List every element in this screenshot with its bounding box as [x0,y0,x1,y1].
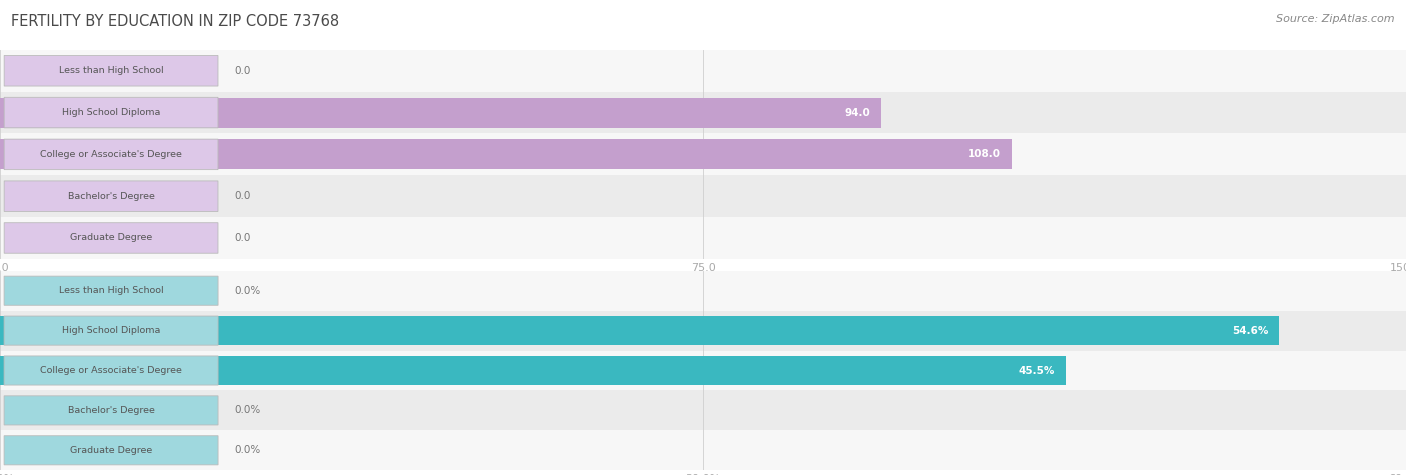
Bar [0,430,1406,470]
Text: 0.0: 0.0 [235,233,252,243]
Bar [0,139,1012,170]
Text: FERTILITY BY EDUCATION IN ZIP CODE 73768: FERTILITY BY EDUCATION IN ZIP CODE 73768 [11,14,339,29]
FancyBboxPatch shape [4,56,218,86]
Bar [0,271,1406,311]
Bar [0,390,1406,430]
FancyBboxPatch shape [4,223,218,253]
Text: 94.0: 94.0 [844,107,870,118]
FancyBboxPatch shape [4,356,218,385]
FancyBboxPatch shape [4,97,218,128]
Text: Graduate Degree: Graduate Degree [70,446,152,455]
Text: Source: ZipAtlas.com: Source: ZipAtlas.com [1277,14,1395,24]
Bar [0,50,1406,92]
Bar [0,97,882,128]
Bar [0,311,1406,351]
Bar [0,217,1406,259]
Text: 0.0%: 0.0% [235,285,262,296]
Text: 0.0%: 0.0% [235,405,262,416]
Text: Graduate Degree: Graduate Degree [70,234,152,242]
FancyBboxPatch shape [4,139,218,170]
Text: 0.0: 0.0 [235,66,252,76]
Bar [0,133,1406,175]
Text: Less than High School: Less than High School [59,286,163,295]
FancyBboxPatch shape [4,396,218,425]
Text: College or Associate's Degree: College or Associate's Degree [41,150,181,159]
Text: High School Diploma: High School Diploma [62,108,160,117]
Bar [0,356,1066,385]
Text: 108.0: 108.0 [969,149,1001,160]
Bar [0,92,1406,133]
Bar [0,175,1406,217]
Text: Less than High School: Less than High School [59,66,163,75]
Bar [0,351,1406,390]
Text: 0.0: 0.0 [235,191,252,201]
FancyBboxPatch shape [4,181,218,211]
FancyBboxPatch shape [4,436,218,465]
Bar [0,316,1279,345]
Text: 0.0%: 0.0% [235,445,262,456]
Text: 54.6%: 54.6% [1232,325,1268,336]
Text: College or Associate's Degree: College or Associate's Degree [41,366,181,375]
FancyBboxPatch shape [4,316,218,345]
Text: Bachelor's Degree: Bachelor's Degree [67,192,155,200]
Text: High School Diploma: High School Diploma [62,326,160,335]
Text: Bachelor's Degree: Bachelor's Degree [67,406,155,415]
Text: 45.5%: 45.5% [1018,365,1054,376]
FancyBboxPatch shape [4,276,218,305]
